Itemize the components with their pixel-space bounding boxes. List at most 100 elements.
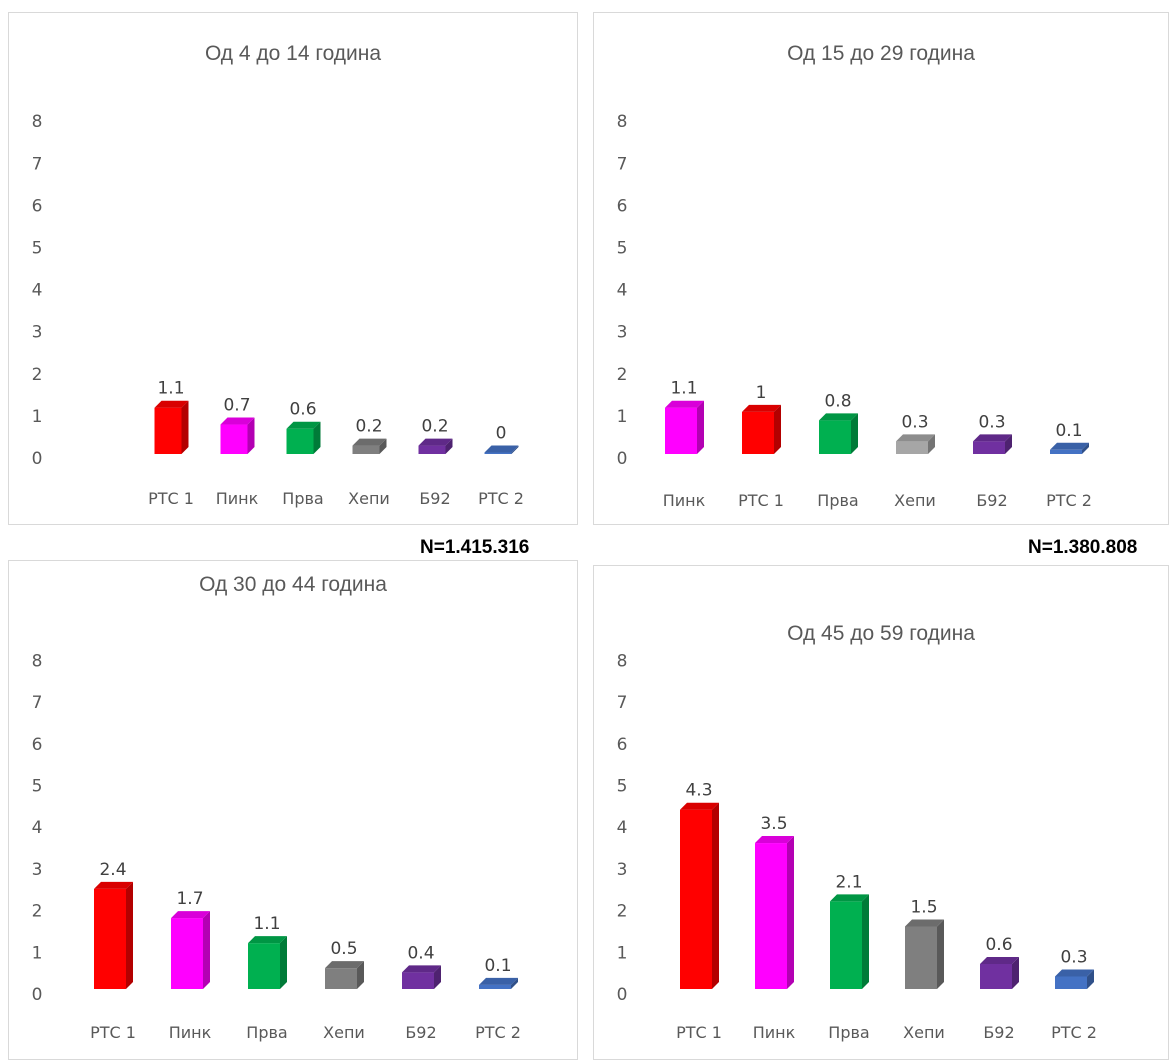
bar-top bbox=[680, 802, 719, 810]
y-tick-label: 5 bbox=[617, 239, 628, 259]
bar-side bbox=[181, 400, 189, 454]
bar-front bbox=[154, 407, 182, 454]
data-label: 1.5 bbox=[910, 897, 937, 917]
y-tick-label: 8 bbox=[617, 651, 628, 671]
bar-front bbox=[325, 968, 357, 989]
bar bbox=[418, 438, 453, 454]
category-label: РТС 2 bbox=[475, 1023, 521, 1042]
bar-chart-4: 0 1 2 3 4 5 6 7 8 4.3 РТС 1 3.5 Пинк 2.1 Прва 1.5 Хепи 0.… bbox=[617, 651, 1097, 1042]
bar-side bbox=[434, 965, 441, 989]
bar bbox=[680, 802, 719, 989]
chart-title-3: Од 30 до 44 година bbox=[199, 573, 387, 596]
bar-front bbox=[896, 441, 928, 454]
data-label: 0.7 bbox=[223, 396, 250, 416]
data-label: 0 bbox=[496, 424, 507, 444]
y-tick-label: 2 bbox=[32, 365, 43, 385]
y-tick-label: 4 bbox=[32, 818, 43, 838]
y-tick-label: 3 bbox=[617, 323, 628, 343]
category-label: Б92 bbox=[983, 1023, 1014, 1042]
bar-front bbox=[819, 420, 851, 454]
bar bbox=[248, 936, 287, 989]
data-label: 2.4 bbox=[99, 860, 126, 880]
category-label: Хепи bbox=[903, 1023, 945, 1042]
data-label: 0.3 bbox=[1060, 947, 1087, 967]
bar bbox=[742, 404, 781, 454]
y-tick-label: 1 bbox=[617, 407, 628, 427]
y-tick-label: 2 bbox=[32, 902, 43, 922]
bar-side bbox=[1087, 969, 1094, 989]
sample-size-label-1: N=1.415.316 bbox=[420, 537, 530, 558]
category-label: Прва bbox=[817, 491, 858, 510]
y-tick-label: 3 bbox=[32, 860, 43, 880]
data-label: 0.5 bbox=[330, 939, 357, 959]
category-label: РТС 1 bbox=[90, 1023, 136, 1042]
bar bbox=[325, 961, 364, 989]
y-tick-label: 3 bbox=[32, 323, 43, 343]
y-tick-label: 1 bbox=[32, 407, 43, 427]
bar-side bbox=[928, 434, 935, 454]
bar-top bbox=[479, 977, 518, 985]
bar-front bbox=[248, 943, 280, 989]
bar-side bbox=[379, 438, 387, 454]
bar-side bbox=[851, 413, 858, 454]
y-tick-label: 7 bbox=[617, 154, 628, 174]
bar-front bbox=[479, 984, 511, 989]
bar bbox=[171, 911, 210, 989]
data-label: 0.1 bbox=[484, 956, 511, 976]
category-label: Прва bbox=[282, 489, 323, 508]
bar-front bbox=[352, 445, 380, 454]
bar-top bbox=[819, 413, 858, 421]
category-label: РТС 1 bbox=[148, 489, 194, 508]
sample-size-label-2: N=1.380.808 bbox=[1028, 537, 1138, 558]
bar-side bbox=[937, 919, 944, 989]
data-label: 4.3 bbox=[685, 781, 712, 801]
data-label: 1.1 bbox=[253, 914, 280, 934]
y-tick-label: 7 bbox=[32, 154, 43, 174]
category-label: Пинк bbox=[663, 491, 706, 510]
bar-top bbox=[325, 961, 364, 969]
data-label: 1 bbox=[756, 383, 767, 403]
bar-top bbox=[742, 404, 781, 412]
bar-chart-2: 0 1 2 3 4 5 6 7 8 1.1 Пинк 1 РТС 1 0.8 Прва 0.3 Хепи 0.3 Б… bbox=[617, 112, 1092, 510]
bar bbox=[220, 417, 255, 454]
y-tick-label: 4 bbox=[617, 818, 628, 838]
bar-front bbox=[171, 918, 203, 989]
bar bbox=[905, 919, 944, 989]
y-tick-label: 7 bbox=[32, 693, 43, 713]
bar bbox=[352, 438, 387, 454]
bar-side bbox=[280, 936, 287, 989]
bar-front bbox=[665, 407, 697, 454]
bar-side bbox=[511, 977, 518, 989]
bar-front bbox=[220, 424, 248, 454]
bar-chart-3: 0 1 2 3 4 5 6 7 8 2.4 РТС 1 1.7 Пинк 1.1 Прва 0.5 Хепи 0.… bbox=[32, 651, 521, 1042]
category-label: Пинк bbox=[753, 1023, 796, 1042]
bar-chart-1: 0 1 2 3 4 5 6 7 8 1.1 РТС 1 0.7 Пинк 0.6 Прва 0.2 Хепи 0.… bbox=[32, 112, 524, 508]
y-tick-label: 4 bbox=[32, 281, 43, 301]
y-tick-label: 6 bbox=[617, 196, 628, 216]
bar-front bbox=[418, 445, 446, 454]
bar-top bbox=[220, 417, 255, 425]
bar-top bbox=[1055, 969, 1094, 977]
bar-side bbox=[445, 438, 453, 454]
bar-top bbox=[286, 421, 321, 429]
bar bbox=[154, 400, 189, 454]
y-tick-label: 1 bbox=[617, 943, 628, 963]
y-tick-label: 1 bbox=[32, 943, 43, 963]
bar-side bbox=[511, 445, 519, 454]
bar-front bbox=[755, 843, 787, 989]
bar-top bbox=[1050, 442, 1089, 450]
data-label: 1.1 bbox=[670, 379, 697, 399]
data-label: 2.1 bbox=[835, 872, 862, 892]
data-label: 0.3 bbox=[901, 412, 928, 432]
bar-side bbox=[1012, 956, 1019, 989]
bar-top bbox=[973, 434, 1012, 442]
bar-front bbox=[973, 441, 1005, 454]
bar-front bbox=[484, 452, 512, 454]
y-tick-label: 7 bbox=[617, 693, 628, 713]
data-label: 1.7 bbox=[176, 889, 203, 909]
bar-front bbox=[905, 926, 937, 989]
bar-front bbox=[1050, 449, 1082, 454]
bar bbox=[896, 434, 935, 454]
y-tick-label: 8 bbox=[32, 112, 43, 132]
bar bbox=[479, 977, 518, 989]
